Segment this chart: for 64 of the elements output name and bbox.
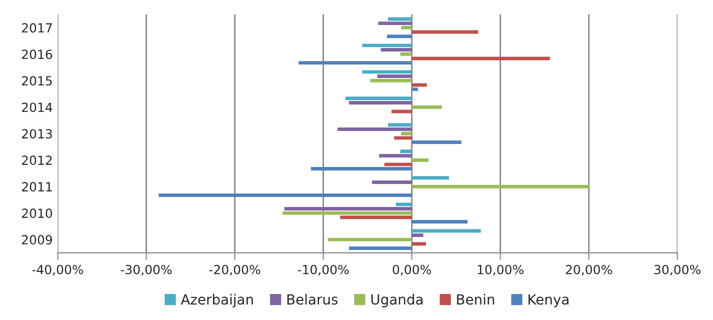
legend-label: Benin (457, 294, 494, 305)
bar (379, 154, 412, 158)
bar (412, 158, 429, 162)
bar (412, 184, 590, 188)
legend-label: Uganda (371, 294, 423, 308)
bar (387, 34, 412, 38)
y-tick-label: 2010 (22, 208, 52, 218)
bar (412, 56, 550, 60)
bar (412, 233, 424, 237)
bar (412, 105, 442, 109)
bar (412, 242, 426, 246)
x-tick-label: -30,00% (120, 264, 172, 276)
bar (348, 101, 412, 105)
y-tick-label: 2011 (22, 182, 52, 192)
bar (388, 123, 412, 127)
bar (282, 211, 412, 215)
bar (362, 44, 412, 48)
bar (391, 110, 412, 114)
bar (401, 132, 412, 136)
bar (310, 167, 412, 171)
bar (340, 216, 412, 220)
legend-label: Azerbaijan (180, 294, 253, 308)
bar (328, 238, 412, 242)
y-tick-label: 2009 (22, 235, 52, 244)
bar (384, 162, 412, 166)
x-tick-label: -10,00% (298, 264, 349, 276)
y-tick-label: 2016 (22, 50, 52, 60)
y-tick-label: 2014 (22, 102, 52, 112)
bar (412, 140, 462, 144)
bar (400, 52, 412, 56)
legend-label: Kenya (528, 294, 568, 308)
bar (362, 70, 412, 74)
bar (388, 17, 412, 21)
bar (400, 150, 412, 154)
bar (394, 136, 412, 140)
bar (370, 78, 412, 82)
bar (412, 176, 449, 180)
x-tick-label: -20,00% (209, 264, 260, 276)
y-tick-label: 2015 (22, 76, 52, 86)
bar (412, 83, 427, 87)
bar (345, 96, 412, 100)
bar (372, 180, 412, 184)
x-tick-label: 10,00% (478, 264, 524, 276)
y-tick-label: 2013 (22, 129, 52, 139)
bar (337, 128, 412, 131)
bar (298, 61, 412, 65)
legend-label: Belarus (287, 294, 338, 305)
y-tick-label: 2017 (22, 23, 52, 33)
x-tick-label: -40,00% (32, 264, 84, 276)
bar (412, 229, 481, 233)
bar (158, 194, 412, 198)
bar (396, 202, 412, 206)
bar (284, 206, 412, 210)
y-tick-label: 2012 (22, 156, 52, 166)
x-tick-label: 0,00% (392, 264, 431, 276)
bar (348, 246, 412, 250)
bar (412, 88, 418, 92)
bar (377, 74, 412, 78)
x-tick-label: 30,00% (654, 264, 700, 276)
bar (412, 220, 468, 224)
bar (380, 48, 412, 52)
bar (401, 26, 412, 30)
x-tick-label: 20,00% (566, 264, 612, 276)
bar (378, 22, 412, 26)
